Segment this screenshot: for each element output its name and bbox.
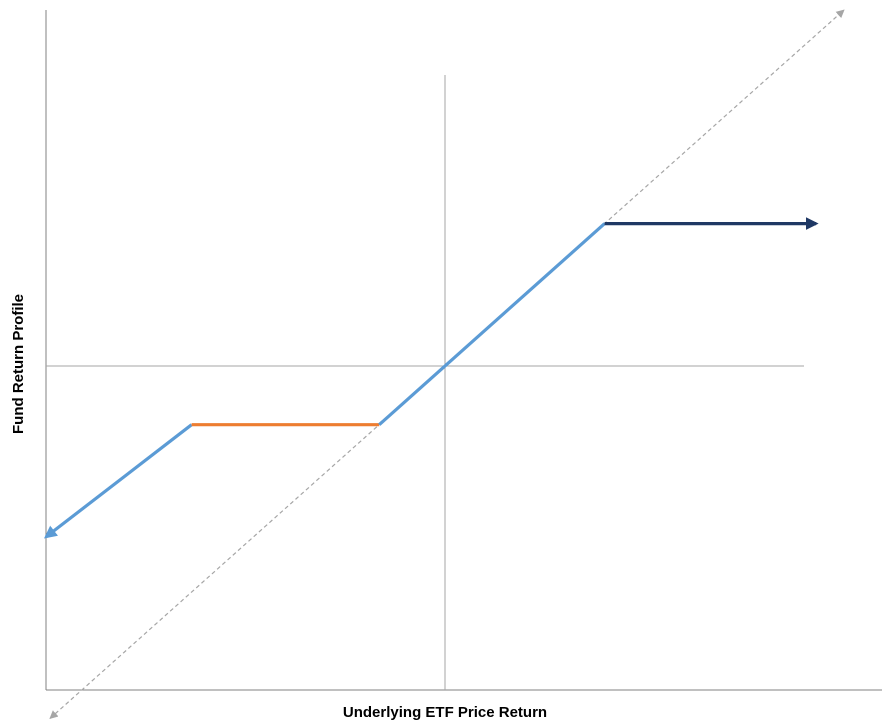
y-axis-title: Fund Return Profile [10, 294, 27, 434]
series-line-downside-beyond-buffer [43, 423, 193, 539]
series-line-participation [378, 222, 606, 426]
series-layer [43, 9, 845, 719]
x-axis-title: Underlying ETF Price Return [343, 704, 547, 721]
